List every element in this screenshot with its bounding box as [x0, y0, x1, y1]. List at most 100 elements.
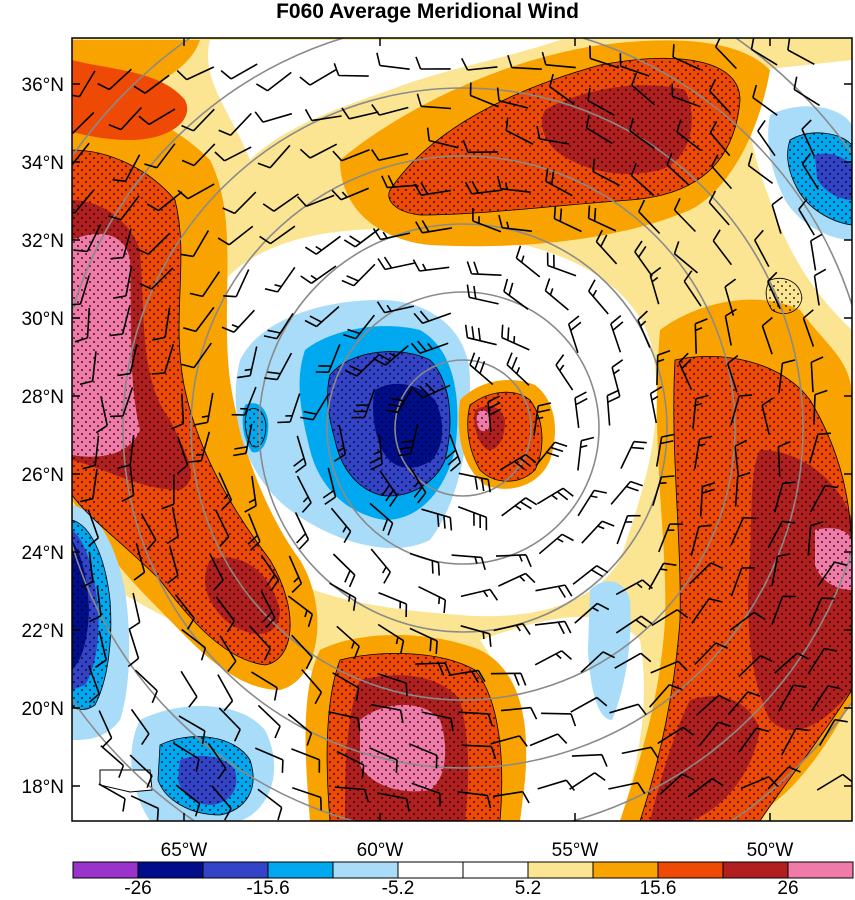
wind-barb: [730, 394, 753, 426]
stipple-regions: [72, 57, 852, 821]
plot-frame: [71, 37, 853, 822]
wind-barb: [813, 389, 828, 425]
wind-barb: [460, 625, 492, 647]
wind-barb: [656, 350, 671, 386]
wind-barb: [629, 117, 655, 149]
wind-barb: [175, 784, 201, 817]
wind-barb: [546, 252, 577, 277]
wind-barb: [95, 396, 108, 434]
wind-barb: [371, 104, 409, 116]
wind-barb: [757, 119, 776, 157]
wind-barb: [634, 240, 653, 277]
wind-barb: [411, 782, 441, 807]
wind-barb: [300, 393, 330, 421]
wind-barb: [545, 168, 573, 197]
wind-barb: [738, 654, 773, 678]
wind-barb: [761, 316, 773, 355]
wind-barb: [767, 520, 796, 549]
wind-barb: [296, 475, 312, 513]
wind-barb: [445, 434, 462, 472]
wind-barb: [421, 711, 454, 732]
wind-barb: [567, 315, 582, 353]
wind-barb: [79, 468, 98, 503]
wind-barb: [409, 552, 440, 576]
wind-barb: [464, 324, 497, 346]
wind-barb: [534, 650, 573, 666]
wind-barb: [293, 435, 307, 474]
wind-barb: [533, 402, 552, 436]
wind-barb: [611, 359, 624, 397]
wind-barb: [413, 310, 452, 325]
wind-barb: [172, 742, 200, 772]
wind-barb: [537, 779, 576, 791]
wind-barb: [729, 611, 766, 631]
wind-barb: [555, 354, 574, 391]
wind-barb: [620, 440, 647, 469]
lon-label-60w: 60°W: [357, 840, 404, 861]
wind-barb: [112, 154, 141, 183]
wind-barb: [214, 509, 230, 547]
wind-barb: [544, 278, 569, 311]
lat-label-30: 30°N: [22, 309, 64, 330]
wind-barb: [304, 235, 341, 255]
wind-barb: [724, 308, 737, 346]
wind-barb: [377, 256, 415, 271]
wind-barb: [615, 615, 653, 634]
wind-barb: [753, 229, 770, 267]
wind-barbs: [72, 38, 852, 821]
wind-barb: [81, 551, 94, 589]
lon-label-65w: 65°W: [161, 840, 208, 861]
wind-barb: [577, 436, 595, 471]
wind-barb: [496, 175, 531, 193]
wind-barb: [214, 146, 252, 162]
colorbar: [72, 861, 854, 879]
wind-barb: [787, 38, 815, 66]
wind-barb: [631, 72, 656, 106]
wind-barb: [503, 278, 529, 310]
wind-barb: [683, 270, 702, 307]
wind-barb: [807, 521, 824, 556]
wind-barb: [649, 386, 663, 424]
wind-barb: [263, 312, 294, 340]
wind-barb: [657, 726, 694, 745]
wind-barb: [676, 119, 702, 152]
wind-barb: [472, 208, 502, 233]
lat-label-36: 36°N: [22, 75, 64, 96]
wind-barb: [577, 489, 607, 517]
wind-barb: [461, 744, 497, 760]
wind-barb: [415, 662, 451, 676]
wind-barb: [94, 630, 107, 668]
wind-barb: [288, 555, 303, 594]
wind-barb: [747, 152, 774, 185]
wind-barb: [72, 70, 96, 98]
colorbar-box: [462, 861, 529, 879]
wind-barb: [341, 107, 379, 120]
wind-barb: [333, 63, 369, 77]
wind-barb: [726, 354, 739, 393]
wind-barb: [207, 743, 227, 780]
south-neg-light: [588, 581, 631, 720]
wind-barb: [301, 669, 323, 705]
wind-barb: [740, 776, 779, 790]
wind-barb: [218, 112, 252, 136]
wind-barb: [72, 142, 90, 167]
wind-barb: [774, 652, 809, 674]
wind-barb: [254, 111, 293, 123]
wind-barb: [180, 230, 210, 258]
wind-barb: [412, 382, 451, 399]
wind-barb: [549, 73, 575, 105]
wind-barb: [778, 359, 796, 394]
wind-barb: [194, 392, 214, 426]
wind-barb: [180, 670, 198, 708]
wind-barb: [500, 706, 538, 720]
wind-barb: [264, 352, 293, 381]
wind-barb: [292, 787, 322, 811]
wind-barb: [648, 683, 682, 708]
wind-barb: [221, 309, 255, 333]
wind-barb: [166, 506, 179, 545]
lat-label-28: 28°N: [22, 387, 64, 408]
wind-barb: [130, 795, 160, 821]
lat-label-32: 32°N: [22, 231, 64, 252]
wind-barb: [146, 191, 183, 212]
wind-barb: [457, 791, 492, 809]
